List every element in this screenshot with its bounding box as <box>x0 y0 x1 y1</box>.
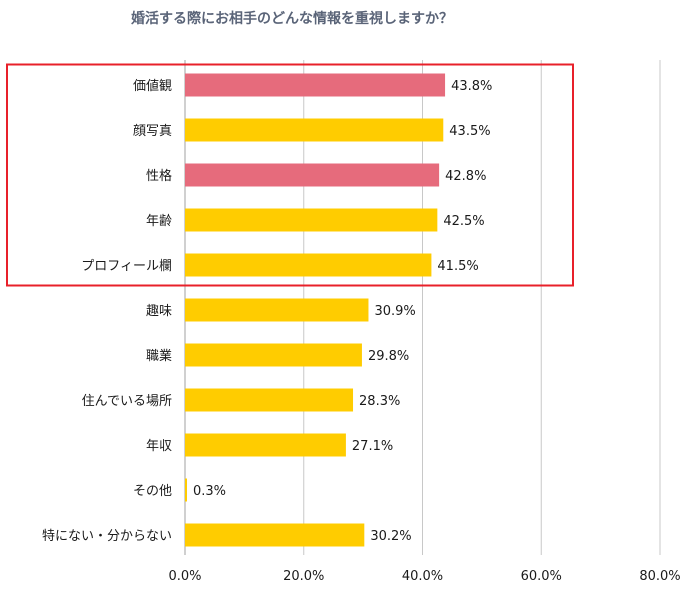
data-label: 30.2% <box>370 529 411 544</box>
bar <box>185 73 446 97</box>
data-label: 28.3% <box>359 394 400 409</box>
x-tick-label: 60.0% <box>521 569 562 584</box>
category-label: 職業 <box>146 348 172 364</box>
chart-title: 婚活する際にお相手のどんな情報を重視しますか？ <box>131 10 453 27</box>
category-label: 趣味 <box>146 304 172 319</box>
gridlines <box>184 60 661 555</box>
data-label: 29.8% <box>368 349 409 364</box>
x-tick-label: 0.0% <box>168 569 201 584</box>
x-tick-label: 40.0% <box>402 569 443 584</box>
data-label: 43.5% <box>449 124 490 139</box>
data-label: 42.5% <box>443 214 484 229</box>
category-label: プロフィール欄 <box>81 258 172 274</box>
bar <box>185 253 432 277</box>
x-tick-label: 80.0% <box>639 569 680 584</box>
category-label: 年齢 <box>146 214 172 229</box>
data-label: 0.3% <box>193 484 226 499</box>
bar <box>185 298 369 322</box>
category-label: その他 <box>133 484 172 499</box>
bar <box>185 388 354 412</box>
highlight-box-layer <box>6 63 574 287</box>
bar <box>185 343 362 367</box>
bar <box>185 433 346 457</box>
category-label: 年収 <box>146 439 172 454</box>
x-axis-ticks: 0.0% 20.0% 40.0% 60.0% 80.0% <box>168 569 680 584</box>
data-label: 42.8% <box>445 169 486 184</box>
category-label: 性格 <box>146 168 172 184</box>
data-label: 43.8% <box>451 79 492 94</box>
highlight-box <box>6 63 574 287</box>
labels: 価値観 43.8% 顔写真 43.5% 性格 42.8% 年齢 42.5% プロフィール欄 41.… <box>42 78 492 544</box>
bar <box>185 523 365 547</box>
data-label: 27.1% <box>352 439 393 454</box>
category-label: 住んでいる場所 <box>82 394 172 409</box>
data-label: 30.9% <box>374 304 415 319</box>
bar <box>185 118 444 142</box>
bar <box>185 478 187 502</box>
category-label: 顔写真 <box>133 124 172 139</box>
data-label: 41.5% <box>437 259 478 274</box>
category-label: 価値観 <box>133 78 172 94</box>
bar <box>185 163 440 187</box>
x-tick-label: 20.0% <box>283 569 324 584</box>
bars <box>185 73 446 547</box>
bar <box>185 208 438 232</box>
category-label: 特にない・分からない <box>42 529 172 544</box>
